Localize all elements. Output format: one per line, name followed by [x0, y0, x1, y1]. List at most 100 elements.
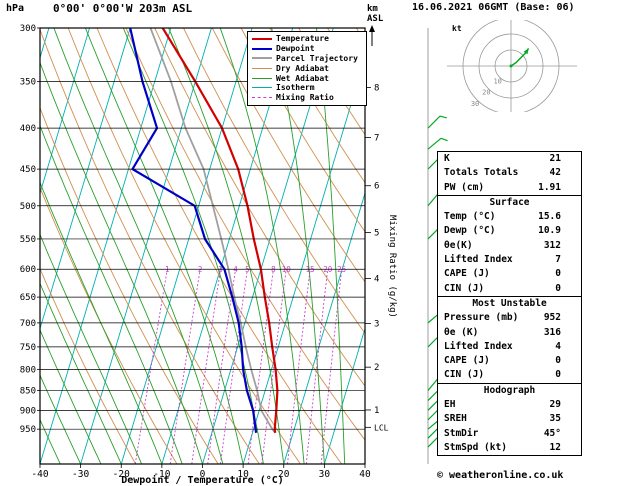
svg-text:15: 15: [306, 265, 315, 274]
table-row: Dewp (°C) 10.9: [438, 224, 581, 238]
table-row-value: 316: [543, 326, 561, 338]
table-row: θe (K) 316: [438, 326, 581, 340]
svg-text:3: 3: [374, 319, 379, 329]
svg-text:0: 0: [200, 469, 206, 480]
svg-text:40: 40: [359, 469, 371, 480]
table-row-value: 29: [549, 399, 561, 411]
legend-entry: Parcel Trajectory: [248, 54, 366, 64]
legend-line-swatch: [252, 77, 272, 79]
svg-text:400: 400: [20, 124, 36, 134]
km-axis-arrow-icon: [369, 25, 375, 32]
table-row: Temp (°C) 15.6: [438, 210, 581, 224]
svg-text:650: 650: [20, 293, 36, 303]
svg-text:-30: -30: [72, 469, 89, 480]
legend-label: Mixing Ratio: [276, 93, 334, 103]
legend-label: Temperature: [276, 34, 329, 44]
legend-entry: Mixing Ratio: [248, 93, 366, 103]
svg-text:20: 20: [323, 265, 333, 274]
table-row-value: 952: [543, 312, 561, 324]
x-axis-title: Dewpoint / Temperature (°C): [121, 474, 284, 486]
svg-text:500: 500: [20, 202, 36, 212]
table-row: Pressure (mb) 952: [438, 311, 581, 325]
table-section-header: Most Unstable: [438, 295, 581, 311]
svg-text:300: 300: [20, 24, 36, 34]
lcl-label: LCL: [374, 423, 389, 432]
date-title: 16.06.2021 06GMT (Base: 06): [412, 2, 575, 13]
table-row-value: 42: [549, 167, 561, 179]
table-row-value: 0: [555, 282, 561, 294]
svg-text:-10: -10: [153, 469, 170, 480]
svg-text:550: 550: [20, 235, 36, 245]
table-section-header: Surface: [438, 194, 581, 210]
station-title: 0°00' 0°00'W 203m ASL: [53, 2, 193, 15]
legend-entry: Isotherm: [248, 83, 366, 93]
table-row-label: CAPE (J): [444, 355, 490, 367]
svg-text:10: 10: [237, 469, 249, 480]
table-row-label: K: [444, 153, 450, 164]
legend-entry: Wet Adiabat: [248, 73, 366, 83]
svg-text:4: 4: [233, 265, 238, 274]
mixing-ratio-lines: [134, 269, 343, 464]
table-row-label: Pressure (mb): [444, 312, 519, 324]
svg-text:30: 30: [319, 469, 331, 480]
table-row-value: 312: [543, 239, 561, 251]
table-row-label: StmDir: [444, 427, 479, 439]
table-row: CIN (J) 0: [438, 282, 581, 296]
table-row-label: PW (cm): [444, 181, 485, 193]
table-row: CAPE (J) 0: [438, 267, 581, 281]
legend-entry: Dewpoint: [248, 44, 366, 54]
svg-text:5: 5: [245, 265, 250, 274]
table-row-label: CIN (J): [444, 369, 485, 381]
hodograph-unit-label: kt: [452, 24, 462, 33]
table-row-label: Dewp (°C): [444, 225, 496, 237]
table-row-value: 1.91: [538, 181, 561, 193]
table-row-value: 0: [555, 268, 561, 280]
svg-text:3: 3: [218, 265, 223, 274]
table-row-label: θe(K): [444, 239, 473, 251]
svg-text:km: km: [367, 4, 378, 14]
svg-text:10: 10: [282, 265, 292, 274]
svg-text:1: 1: [165, 265, 170, 274]
svg-text:8: 8: [374, 84, 379, 94]
table-row-value: 10.9: [538, 225, 561, 237]
legend-label: Parcel Trajectory: [276, 53, 358, 63]
table-row: EH 29: [438, 398, 581, 412]
table-row-value: 35: [549, 413, 561, 425]
legend-entry: Temperature: [248, 34, 366, 44]
svg-text:10: 10: [493, 77, 501, 85]
svg-text:20: 20: [482, 89, 490, 97]
plot-area: [40, 28, 365, 464]
table-row: CIN (J) 0: [438, 368, 581, 382]
table-row: StmDir 45°: [438, 427, 581, 441]
temp-axis-labels: -40 -30 -20 -10 0 10 20 30 40: [31, 464, 371, 480]
table-row-value: 45°: [543, 427, 561, 439]
table-row: K 21: [438, 152, 581, 166]
svg-text:2: 2: [198, 265, 203, 274]
table-row-label: Lifted Index: [444, 340, 513, 352]
table-row-label: θe (K): [444, 326, 479, 338]
svg-text:8: 8: [271, 265, 276, 274]
svg-text:2: 2: [374, 363, 379, 373]
legend-line-swatch: [252, 67, 272, 69]
legend-line-swatch: [252, 57, 272, 60]
svg-text:5: 5: [374, 229, 379, 239]
table-row: PW (cm) 1.91: [438, 181, 581, 195]
hodograph-arrow-icon: [523, 48, 529, 55]
table-row-label: Temp (°C): [444, 211, 496, 223]
svg-text:600: 600: [20, 265, 36, 275]
svg-text:850: 850: [20, 386, 36, 396]
svg-text:-40: -40: [31, 469, 48, 480]
pressure-axis-labels: 300 350 400 450 500 550 600 650 700 750 800 850 900 9…: [20, 24, 40, 435]
mixing-ratio-axis-title: Mixing Ratio (g/kg): [387, 215, 397, 318]
legend-line-swatch: [252, 37, 272, 40]
table-row: StmSpd (kt) 12: [438, 441, 581, 455]
legend-line-swatch: [252, 87, 272, 89]
table-row: θe(K) 312: [438, 239, 581, 253]
table-row-value: 15.6: [538, 211, 561, 223]
svg-text:25: 25: [337, 265, 346, 274]
indices-table: K 21 Totals Totals 42 PW (cm) 1.91 Surface Temp…: [437, 151, 582, 457]
